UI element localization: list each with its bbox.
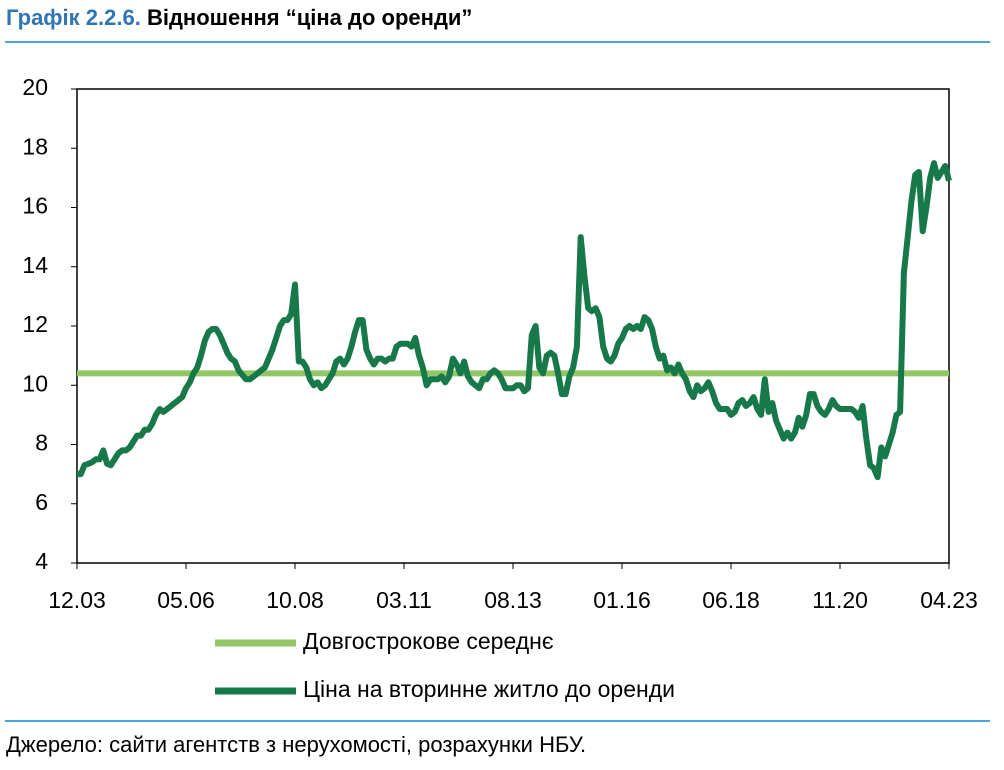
x-tick-label: 03.11 xyxy=(376,587,432,613)
legend-label: Довгострокове середнє xyxy=(303,628,554,654)
y-tick-label: 18 xyxy=(22,133,48,159)
title-text: Відношення “ціна до оренди” xyxy=(147,5,472,30)
source: Джерело: сайти агентств з нерухомості, р… xyxy=(6,732,586,757)
y-tick-label: 12 xyxy=(22,311,48,337)
x-tick-label: 10.08 xyxy=(266,587,324,613)
x-tick-label: 01.16 xyxy=(593,587,651,613)
title-prefix: Графік 2.2.6. xyxy=(6,5,141,30)
y-tick-label: 4 xyxy=(35,548,48,574)
x-tick-label: 06.18 xyxy=(702,587,760,613)
y-tick-label: 8 xyxy=(35,430,48,456)
y-tick-label: 16 xyxy=(22,193,48,219)
plot-frame xyxy=(76,88,950,564)
chart-title: Графік 2.2.6. Відношення “ціна до оренди… xyxy=(6,5,472,30)
x-tick-label: 08.13 xyxy=(484,587,542,613)
x-tick-label: 05.06 xyxy=(157,587,215,613)
x-tick-label: 12.03 xyxy=(48,587,106,613)
data-line xyxy=(77,160,952,481)
y-tick-label: 14 xyxy=(22,252,48,278)
y-tick-label: 20 xyxy=(22,74,48,100)
legend-label: Ціна на вторинне житло до оренди xyxy=(303,676,675,702)
y-tick-label: 10 xyxy=(22,370,48,396)
x-tick-label: 04.23 xyxy=(920,587,978,613)
y-tick-label: 6 xyxy=(35,489,48,515)
x-tick-label: 11.20 xyxy=(812,587,868,613)
